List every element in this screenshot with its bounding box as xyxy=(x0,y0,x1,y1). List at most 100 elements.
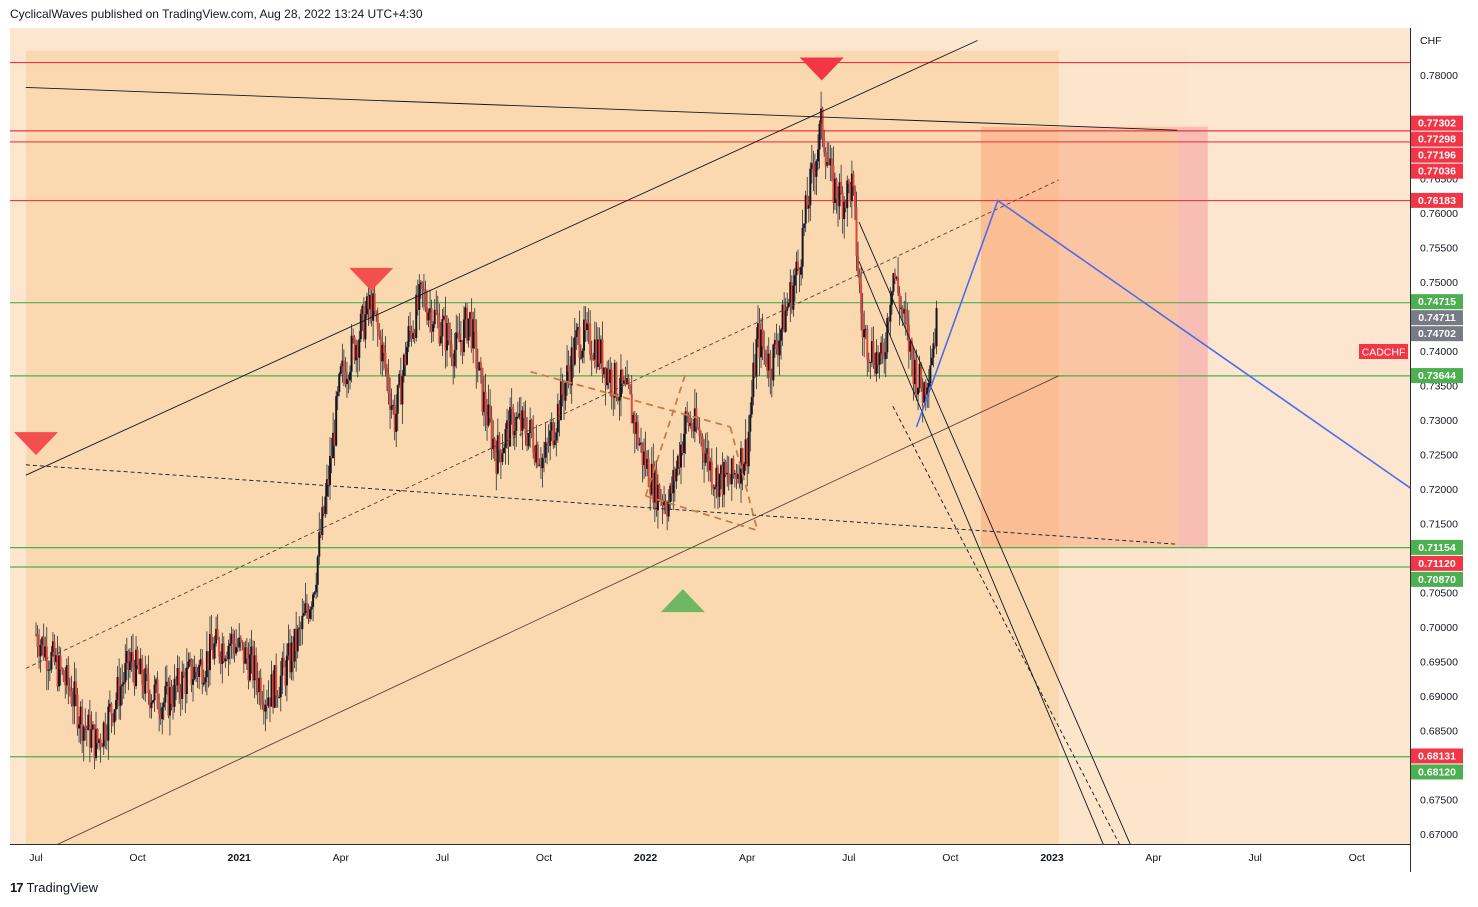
trend-line-8[interactable] xyxy=(530,370,731,428)
candle-body xyxy=(846,180,849,209)
candle-body xyxy=(781,304,784,330)
candle-body xyxy=(553,440,556,446)
candle-body xyxy=(883,355,886,360)
price-tag-label: 0.77298 xyxy=(1418,134,1456,146)
candle-body xyxy=(715,467,718,488)
candle-body xyxy=(877,351,880,365)
candle-body xyxy=(221,643,224,664)
candle-body xyxy=(721,465,724,495)
candle-body xyxy=(564,383,567,401)
candle-body xyxy=(513,430,516,436)
candle-body xyxy=(413,333,416,338)
candle-body xyxy=(912,357,915,385)
trend-line-2[interactable] xyxy=(25,40,978,476)
candle-body xyxy=(248,654,251,681)
candle-body xyxy=(47,669,50,671)
trend-line-4[interactable] xyxy=(43,375,1059,851)
candle-body xyxy=(593,339,596,360)
projection-path[interactable] xyxy=(915,199,1442,510)
trend-line-9[interactable] xyxy=(645,495,758,532)
candle-body xyxy=(419,282,422,285)
candle-body xyxy=(646,458,649,469)
candle-body xyxy=(178,667,181,693)
candle-body xyxy=(250,646,253,655)
candle-body xyxy=(472,319,475,349)
candle-body xyxy=(426,307,429,321)
candle-body xyxy=(826,161,829,166)
y-tick-label: 0.75500 xyxy=(1420,243,1458,255)
candle-body xyxy=(644,451,647,469)
candle-body xyxy=(422,289,425,292)
candle-body xyxy=(238,637,241,648)
candle-body xyxy=(76,694,79,729)
candle-body xyxy=(264,704,267,712)
candle-body xyxy=(718,474,721,497)
candle-body xyxy=(578,327,581,358)
candle-body xyxy=(304,603,307,614)
candle-body xyxy=(698,427,701,436)
candle-body xyxy=(367,296,370,310)
trend-line-3[interactable] xyxy=(25,179,1059,669)
x-tick-label: Apr xyxy=(1145,852,1162,864)
candle-body xyxy=(849,183,852,202)
candle-body xyxy=(544,442,547,458)
trend-line-6[interactable] xyxy=(858,261,1106,851)
candle-body xyxy=(181,671,184,699)
candle-body xyxy=(98,739,101,744)
candle-body xyxy=(121,684,124,687)
candle-body xyxy=(36,634,39,648)
candle-body xyxy=(703,451,706,463)
candle-body xyxy=(643,451,646,466)
candle-body xyxy=(676,455,679,469)
candle-body xyxy=(75,681,78,695)
candle-body xyxy=(809,168,812,206)
candle-body xyxy=(279,675,282,698)
trend-line-5[interactable] xyxy=(858,221,1133,851)
candle-body xyxy=(829,158,832,166)
candle-body xyxy=(616,397,619,401)
y-tick-label: 0.69000 xyxy=(1420,691,1458,703)
candle-body xyxy=(573,337,576,365)
candle-body xyxy=(895,277,898,279)
candle-body xyxy=(287,643,290,656)
candle-body xyxy=(267,697,270,707)
candle-body xyxy=(233,643,236,654)
candle-body xyxy=(603,367,606,375)
candle-body xyxy=(281,657,284,676)
candle-body xyxy=(522,410,525,418)
candle-body xyxy=(741,448,744,476)
candle-body xyxy=(378,329,381,337)
candle-body xyxy=(684,411,687,434)
candle-body xyxy=(142,684,145,694)
candle-body xyxy=(252,646,255,681)
candle-body xyxy=(726,472,729,475)
trend-line-11[interactable] xyxy=(729,426,759,531)
trend-line-1[interactable] xyxy=(25,464,1178,545)
candle-body xyxy=(746,439,749,467)
candle-body xyxy=(131,652,134,668)
candle-body xyxy=(204,677,207,683)
candle-body xyxy=(41,637,44,646)
x-tick-label: Oct xyxy=(536,852,552,864)
candle-body xyxy=(227,646,230,660)
candle-body xyxy=(918,363,921,388)
candle-body xyxy=(495,452,498,474)
candle-body xyxy=(173,678,176,707)
candle-body xyxy=(290,642,293,673)
candle-body xyxy=(752,362,755,398)
trend-line-0[interactable] xyxy=(25,86,1178,131)
candle-body xyxy=(720,465,723,475)
candle-body xyxy=(906,318,909,325)
candle-body xyxy=(630,393,633,424)
x-tick-label: Apr xyxy=(333,852,350,864)
candle-body xyxy=(58,655,61,687)
trend-line-10[interactable] xyxy=(644,371,688,497)
candle-body xyxy=(470,312,473,349)
candle-body xyxy=(921,388,924,403)
candle-body xyxy=(295,628,298,652)
price-tag xyxy=(1411,115,1463,131)
candle-body xyxy=(817,149,820,162)
candle-body xyxy=(930,357,933,366)
candle-body xyxy=(232,634,235,644)
